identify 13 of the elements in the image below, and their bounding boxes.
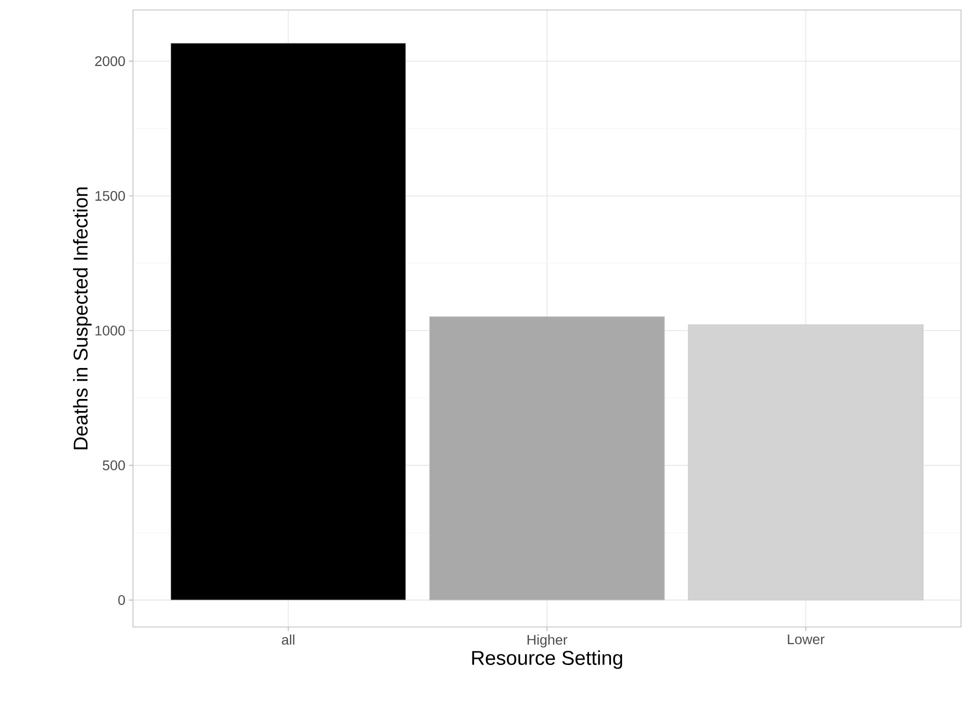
- y-tick-label: 2000: [95, 56, 125, 66]
- y-tick-label: 1000: [96, 326, 125, 336]
- y-tick-label: 1500: [96, 190, 125, 201]
- x-tick-label: Higher: [528, 634, 568, 648]
- bar: [170, 42, 406, 600]
- y-tick-label: 0: [118, 595, 125, 605]
- x-tick-label: all: [282, 634, 294, 645]
- x-tick-label: Lower: [788, 634, 825, 644]
- y-tick-label: 500: [102, 460, 125, 470]
- y-axis-title: Deaths in Suspected Infection: [73, 187, 92, 450]
- bar: [429, 316, 665, 600]
- x-axis-title: Resource Setting: [472, 650, 622, 669]
- bar: [688, 324, 924, 600]
